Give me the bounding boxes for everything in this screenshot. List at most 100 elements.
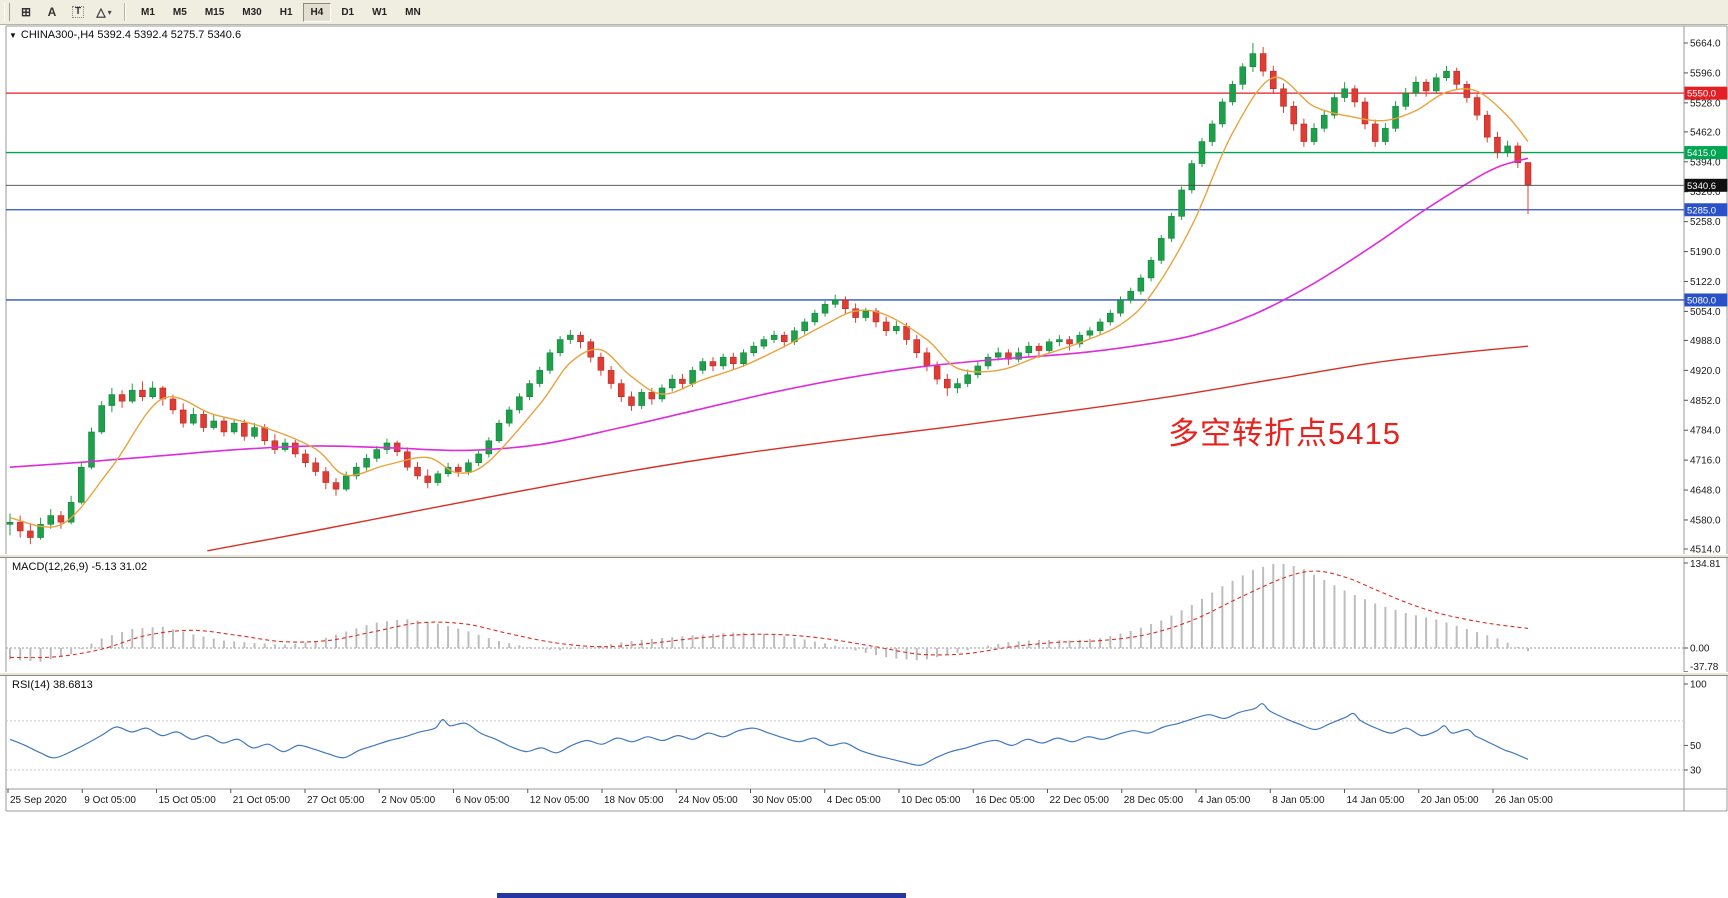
- candle: [526, 383, 533, 398]
- macd-signal-line: [9, 570, 1529, 659]
- candle: [719, 356, 727, 367]
- price-tick-label: 4988.0: [1690, 336, 1721, 347]
- price-tick-label: 4920.0: [1690, 366, 1721, 377]
- candle: [179, 409, 187, 424]
- candle: [1443, 70, 1450, 79]
- timeframe-button-mn[interactable]: MN: [405, 6, 421, 18]
- toolbar-separator: [124, 3, 126, 21]
- price-tick-label: 5462.0: [1690, 127, 1721, 138]
- candle: [607, 370, 615, 384]
- drawing-tools-group: ⊞ A T △ ▾: [14, 1, 118, 23]
- candle: [118, 394, 126, 402]
- candle: [577, 334, 584, 343]
- time-tick-label: 9 Oct 05:00: [84, 795, 136, 806]
- candle: [679, 378, 686, 384]
- candle: [455, 466, 462, 472]
- candle: [1137, 277, 1145, 292]
- price-tick-label: 5122.0: [1690, 277, 1721, 288]
- price-tick-label: 5664.0: [1690, 39, 1721, 50]
- candle: [190, 414, 197, 424]
- time-tick-label: 2 Nov 05:00: [381, 795, 435, 806]
- timeframe-button-d1[interactable]: D1: [341, 6, 355, 18]
- text-tool-button[interactable]: A: [40, 1, 64, 23]
- price-axis[interactable]: 5664.0 5596.0 5528.0 5462.0 5394.0 5326.0 5258…: [1684, 39, 1728, 556]
- price-badge: [1684, 293, 1728, 307]
- timeframe-button-m1[interactable]: M1: [141, 6, 155, 18]
- candle: [923, 352, 931, 367]
- macd-tick-label: 134.81: [1690, 559, 1721, 570]
- time-tick-label: 16 Dec 05:00: [975, 795, 1035, 806]
- candle: [536, 370, 544, 384]
- price-badge: [1684, 203, 1728, 217]
- candle: [842, 299, 849, 310]
- timeframe-button-h1[interactable]: H1: [279, 6, 293, 18]
- candle: [699, 361, 707, 371]
- shapes-tool-button[interactable]: △ ▾: [92, 1, 116, 23]
- candle: [57, 515, 65, 523]
- candle: [1259, 53, 1267, 72]
- toolbar-grip[interactable]: [4, 3, 10, 21]
- chart-title-row: ▼ CHINA300-,H4 5392.4 5392.4 5275.7 5340.…: [9, 29, 241, 41]
- grid-tool-button[interactable]: ⊞: [14, 1, 38, 23]
- horizontal-levels[interactable]: [6, 92, 1684, 301]
- chart-text-annotation[interactable]: 多空转折点5415: [1168, 416, 1401, 451]
- label-tool-button[interactable]: T: [66, 1, 90, 23]
- chart-menu-icon[interactable]: ▼: [9, 31, 17, 40]
- candle: [994, 352, 1002, 358]
- timeframe-button-m30[interactable]: M30: [242, 6, 262, 18]
- candle: [1371, 123, 1379, 142]
- candle: [954, 383, 961, 389]
- candle: [1341, 88, 1348, 98]
- candle: [1249, 53, 1257, 68]
- candle: [740, 352, 747, 365]
- candles-layer: [6, 43, 1532, 545]
- time-tick-label: 26 Jan 05:00: [1495, 795, 1553, 806]
- chart-ohlc-values: 5392.4 5392.4 5275.7 5340.6: [97, 29, 242, 41]
- candle: [1117, 299, 1124, 314]
- candle: [302, 453, 309, 464]
- timeframe-button-m15[interactable]: M15: [204, 6, 225, 18]
- candle: [414, 466, 421, 477]
- candle: [1147, 260, 1155, 279]
- panel-splitter[interactable]: [0, 554, 1728, 558]
- candle: [1035, 345, 1043, 351]
- timeframe-button-w1[interactable]: W1: [372, 6, 388, 18]
- candle: [903, 326, 910, 340]
- panel-splitter[interactable]: [0, 672, 1728, 676]
- candle: [882, 321, 890, 332]
- candle: [1076, 334, 1083, 345]
- candle: [709, 361, 717, 367]
- candle: [271, 440, 279, 450]
- candle: [1453, 70, 1460, 85]
- price-tick-label: 5054.0: [1690, 307, 1721, 318]
- candle: [1320, 114, 1328, 129]
- time-tick-label: 6 Nov 05:00: [456, 795, 510, 806]
- candle: [342, 475, 350, 490]
- price-tick-label: 4648.0: [1690, 486, 1721, 497]
- candle: [1494, 136, 1501, 153]
- time-axis[interactable]: 25 Sep 2020 9 Oct 05:00 15 Oct 05:00 21 Oct…: [7, 789, 1553, 806]
- timeframe-button-m5[interactable]: M5: [172, 6, 187, 18]
- candle: [1422, 81, 1430, 92]
- candle: [139, 389, 146, 398]
- candle: [1056, 339, 1063, 343]
- price-tick-label: 5258.0: [1690, 217, 1721, 228]
- candle: [811, 312, 819, 323]
- candle: [770, 334, 778, 340]
- time-tick-label: 12 Nov 05:00: [530, 795, 590, 806]
- candle: [1280, 88, 1287, 107]
- candle: [1361, 101, 1369, 125]
- price-tick-label: 4784.0: [1690, 426, 1721, 437]
- candle: [1219, 101, 1226, 125]
- candle: [1300, 123, 1308, 142]
- candle: [1168, 216, 1175, 239]
- candle: [1382, 128, 1389, 142]
- time-tick-label: 8 Jan 05:00: [1272, 795, 1325, 806]
- timeframe-button-h4[interactable]: H4: [302, 2, 332, 22]
- macd-indicator-label: MACD(12,26,9) -5.13 31.02: [12, 561, 147, 573]
- candle: [974, 365, 982, 376]
- candle: [1412, 81, 1420, 94]
- candle: [495, 422, 503, 442]
- price-badge: [1684, 146, 1728, 160]
